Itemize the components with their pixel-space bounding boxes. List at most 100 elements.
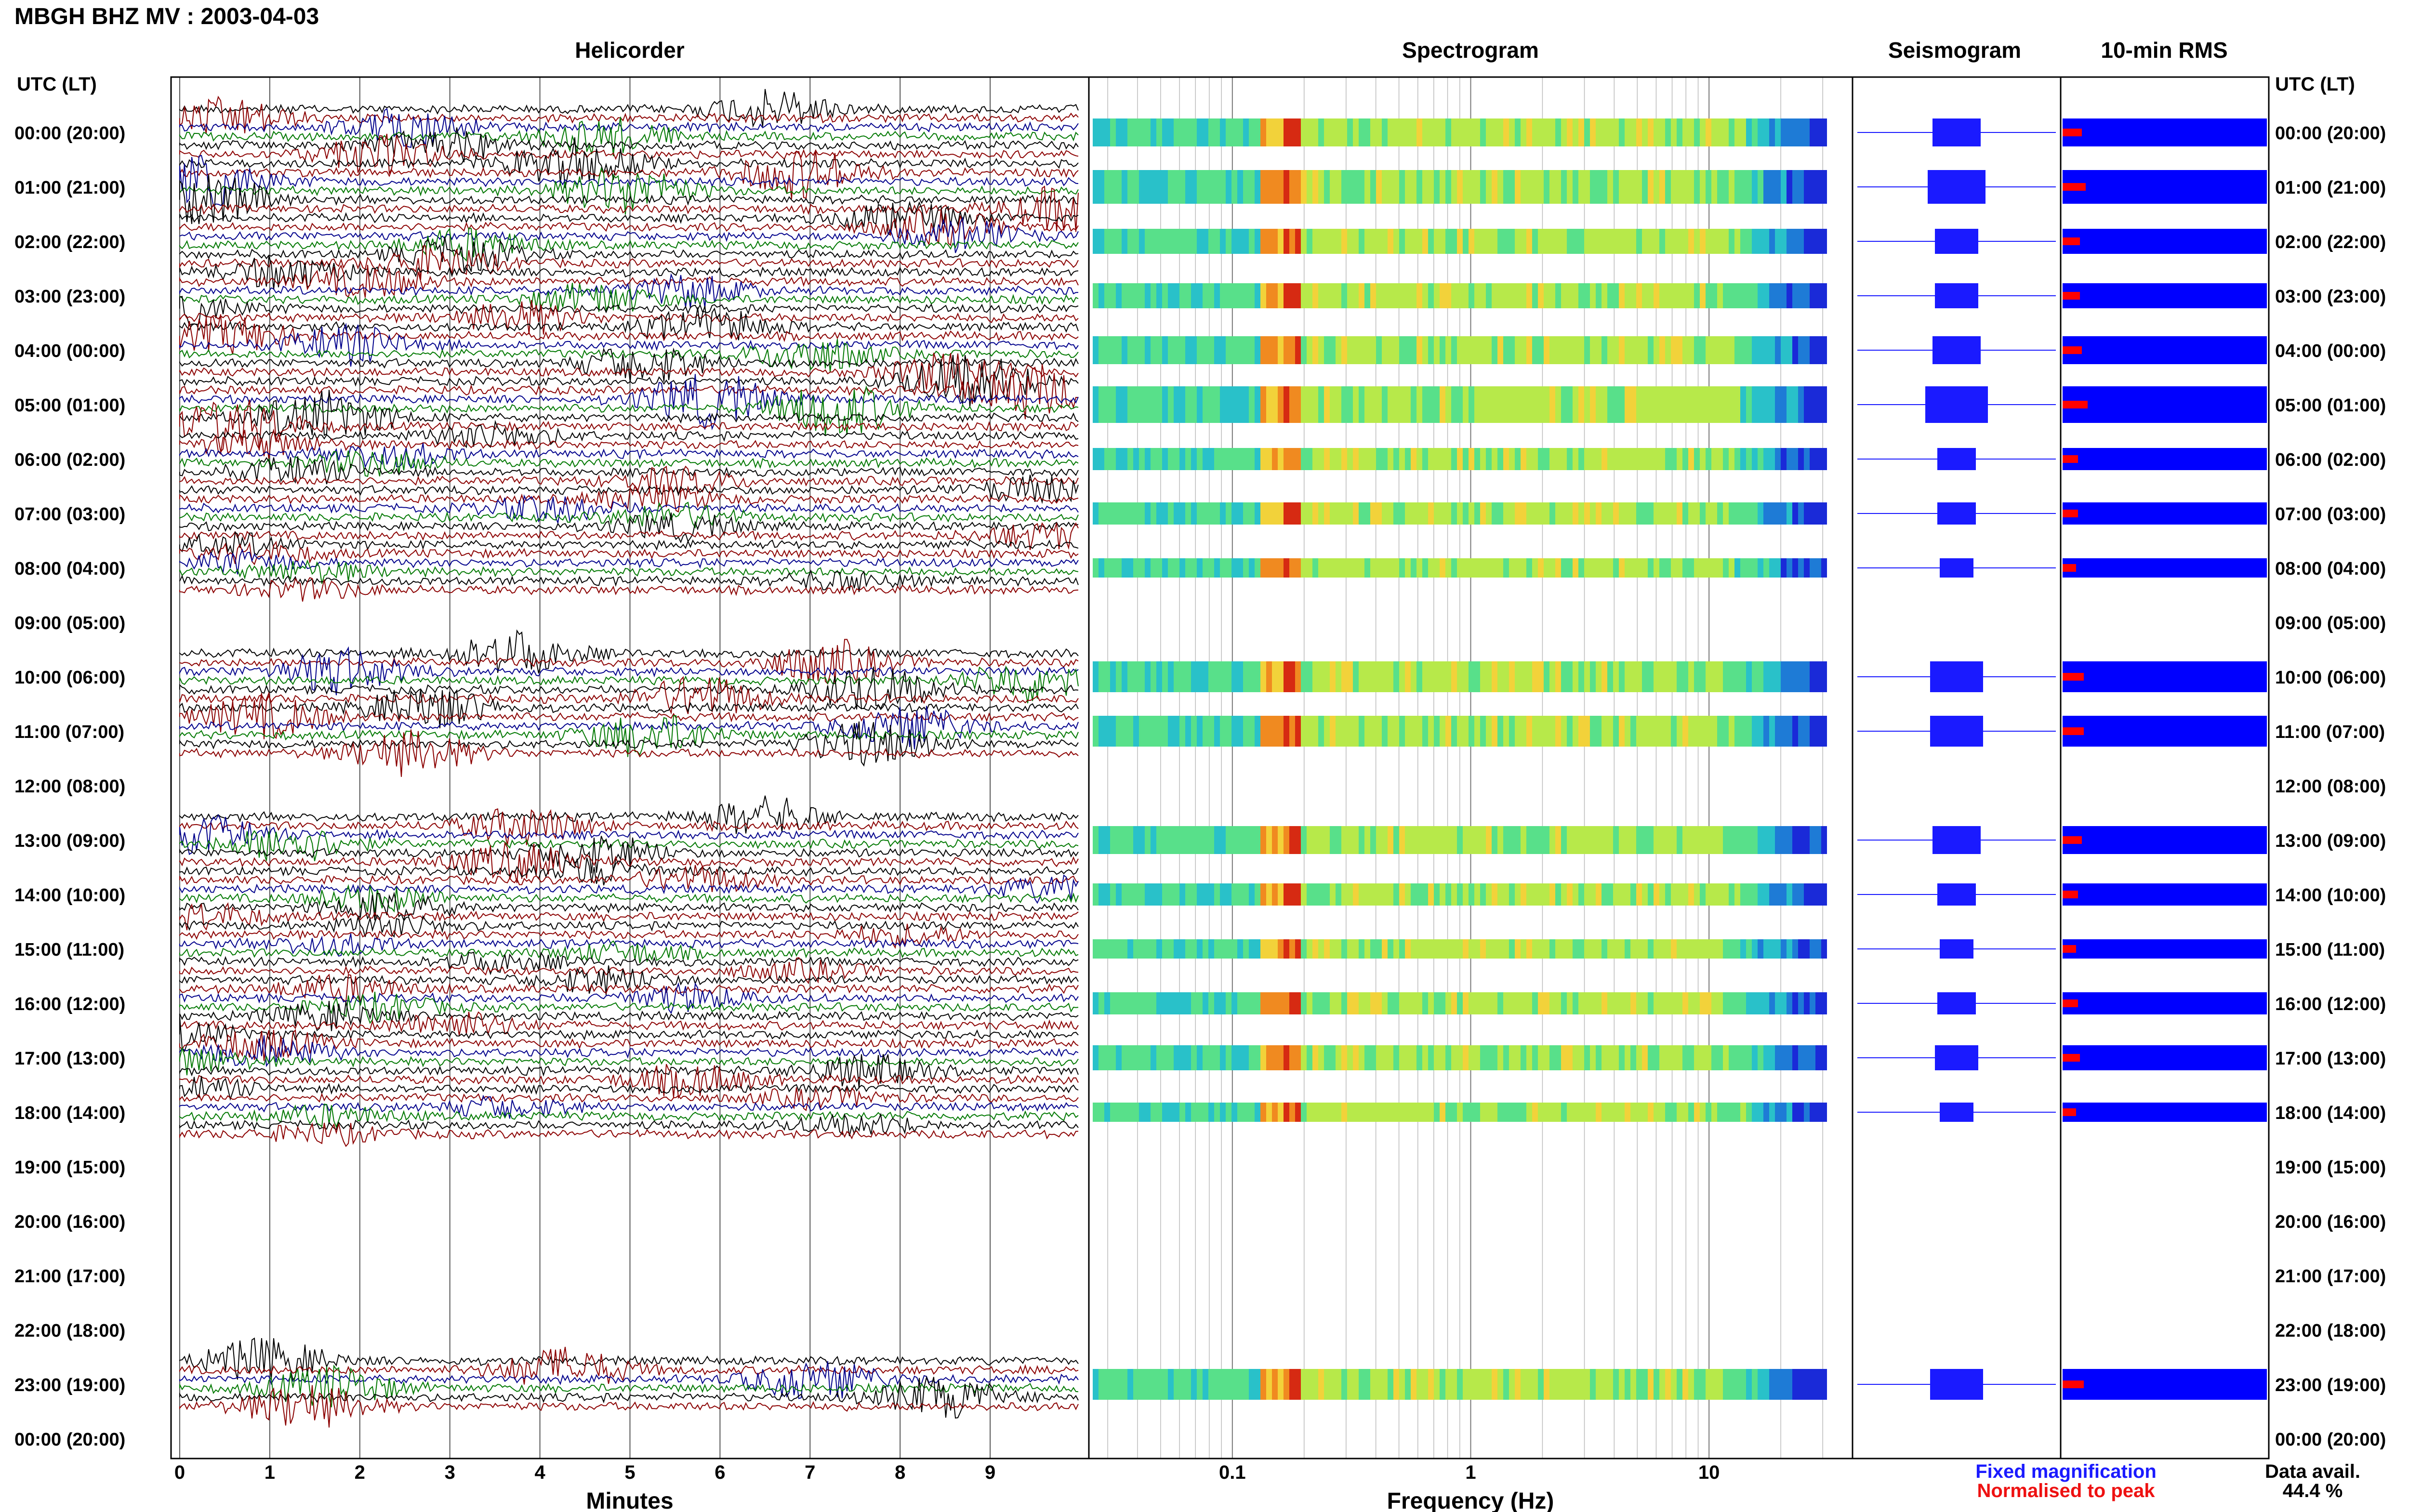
spectrogram-cell bbox=[1804, 229, 1810, 254]
spectrogram-cell bbox=[1393, 939, 1399, 959]
spectrogram-cell bbox=[1376, 283, 1382, 308]
spectrogram-cell bbox=[1203, 336, 1208, 364]
spectrogram-cell bbox=[1185, 939, 1191, 959]
spectrogram-cell bbox=[1382, 229, 1388, 254]
spectrogram-cell bbox=[1440, 883, 1445, 906]
spectrogram-cell bbox=[1717, 558, 1723, 578]
spectrogram-cell bbox=[1133, 118, 1139, 146]
minute-tick-label: 1 bbox=[265, 1462, 275, 1483]
spectrogram-cell bbox=[1416, 229, 1422, 254]
spectrogram-cell bbox=[1469, 716, 1474, 747]
spectrogram-cell bbox=[1312, 229, 1318, 254]
helicorder-trace bbox=[179, 665, 1079, 704]
spectrogram-cell bbox=[1376, 992, 1382, 1014]
spectrogram-cell bbox=[1133, 826, 1139, 854]
spectrogram-cell bbox=[1578, 170, 1584, 204]
spectrogram-cell bbox=[1260, 1369, 1266, 1400]
spectrogram-cell bbox=[1474, 170, 1480, 204]
spectrogram-cell bbox=[1330, 1045, 1336, 1070]
time-tick-right: 02:00 (22:00) bbox=[2275, 232, 2386, 252]
spectrogram-cell bbox=[1364, 170, 1370, 204]
spectrogram-cell bbox=[1422, 939, 1428, 959]
spectrogram-cell bbox=[1388, 386, 1393, 423]
helicorder-trace bbox=[179, 729, 1079, 777]
spectrogram-cell bbox=[1607, 386, 1613, 423]
spectrogram-cell bbox=[1457, 229, 1463, 254]
spectrogram-cell bbox=[1220, 448, 1226, 470]
spectrogram-cell bbox=[1654, 1045, 1659, 1070]
spectrogram-cell bbox=[1544, 716, 1549, 747]
helicorder-trace bbox=[179, 428, 1079, 460]
spectrogram-cell bbox=[1515, 229, 1521, 254]
spectrogram-cell bbox=[1272, 1045, 1278, 1070]
spectrogram-cell bbox=[1226, 1369, 1231, 1400]
spectrogram-cell bbox=[1347, 170, 1353, 204]
helicorder-trace bbox=[179, 666, 1079, 710]
spectrogram-cell bbox=[1284, 283, 1289, 308]
spectrogram-cell bbox=[1740, 883, 1746, 906]
spectrogram-cell bbox=[1324, 883, 1330, 906]
spectrogram-cell bbox=[1249, 283, 1255, 308]
spectrogram-cell bbox=[1474, 448, 1480, 470]
spectrogram-cell bbox=[1197, 826, 1203, 854]
spectrogram-cell bbox=[1260, 336, 1266, 364]
spectrogram-cell bbox=[1388, 939, 1393, 959]
spectrogram-cell bbox=[1301, 448, 1307, 470]
rms-bar bbox=[2063, 1045, 2267, 1070]
spectrogram-cell bbox=[1526, 1103, 1532, 1122]
spectrogram-cell bbox=[1156, 939, 1162, 959]
spectrogram-cell bbox=[1260, 1103, 1266, 1122]
spectrogram-cell bbox=[1249, 992, 1255, 1014]
spectrogram-cell bbox=[1688, 170, 1694, 204]
spectrogram-cell bbox=[1399, 229, 1405, 254]
spectrogram-cell bbox=[1382, 118, 1388, 146]
spectrogram-cell bbox=[1214, 883, 1220, 906]
spectrogram-cell bbox=[1255, 939, 1260, 959]
spectrogram-cell bbox=[1700, 336, 1706, 364]
spectrogram-cell bbox=[1122, 448, 1127, 470]
spectrogram-cell bbox=[1602, 883, 1607, 906]
spectrogram-cell bbox=[1492, 939, 1497, 959]
spectrogram-cell bbox=[1318, 939, 1324, 959]
spectrogram-cell bbox=[1665, 386, 1671, 423]
spectrogram-cell bbox=[1555, 1045, 1561, 1070]
spectrogram-cell bbox=[1145, 502, 1151, 525]
spectrogram-cell bbox=[1688, 558, 1694, 578]
spectrogram-cell bbox=[1486, 939, 1492, 959]
helicorder-trace bbox=[179, 1364, 1079, 1407]
spectrogram-cell bbox=[1752, 558, 1758, 578]
spectrogram-cell bbox=[1330, 558, 1336, 578]
spectrogram-cell bbox=[1792, 170, 1798, 204]
spectrogram-cell bbox=[1388, 448, 1393, 470]
helicorder-trace bbox=[179, 314, 1079, 355]
spectrogram-cell bbox=[1578, 883, 1584, 906]
spectrogram-cell bbox=[1798, 229, 1804, 254]
spectrogram-cell bbox=[1671, 661, 1677, 692]
spectrogram-cell bbox=[1324, 992, 1330, 1014]
spectrogram-cell bbox=[1203, 992, 1208, 1014]
time-tick-left: 16:00 (12:00) bbox=[14, 994, 125, 1014]
spectrogram-cell bbox=[1474, 826, 1480, 854]
spectrogram-cell bbox=[1174, 118, 1179, 146]
spectrogram-cell bbox=[1590, 118, 1596, 146]
spectrogram-cell bbox=[1162, 502, 1168, 525]
spectrogram-cell bbox=[1717, 448, 1723, 470]
spectrogram-cell bbox=[1226, 883, 1231, 906]
spectrogram-cell bbox=[1642, 1369, 1648, 1400]
spectrogram-cell bbox=[1347, 118, 1353, 146]
spectrogram-cell bbox=[1775, 1103, 1781, 1122]
spectrogram-cell bbox=[1243, 992, 1249, 1014]
spectrogram-cell bbox=[1162, 336, 1168, 364]
spectrogram-cell bbox=[1815, 1045, 1821, 1070]
spectrogram-cell bbox=[1145, 229, 1151, 254]
spectrogram-cell bbox=[1706, 118, 1711, 146]
spectrogram-cell bbox=[1243, 716, 1249, 747]
spectrogram-cell bbox=[1451, 502, 1457, 525]
spectrogram-cell bbox=[1336, 826, 1341, 854]
spectrogram-cell bbox=[1486, 336, 1492, 364]
spectrogram-cell bbox=[1376, 386, 1382, 423]
spectrogram-cell bbox=[1515, 992, 1521, 1014]
spectrogram-cell bbox=[1474, 883, 1480, 906]
spectrogram-cell bbox=[1208, 170, 1214, 204]
spectrogram-cell bbox=[1602, 1045, 1607, 1070]
